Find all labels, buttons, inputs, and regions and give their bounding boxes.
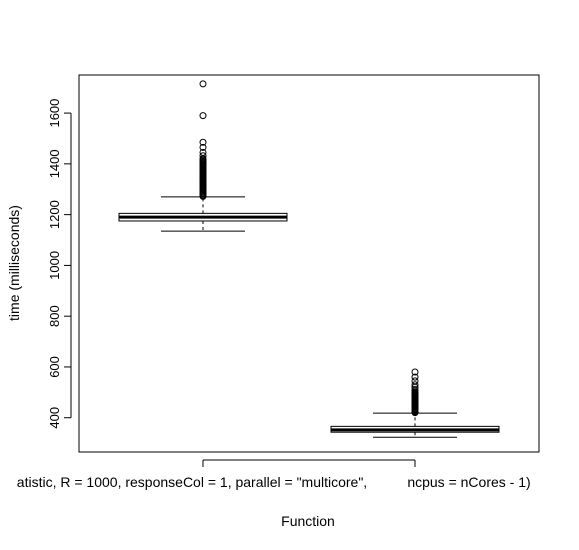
y-axis: 400 600 800 1000 1200 1400 1600: [47, 99, 72, 429]
box-group: [330, 368, 500, 438]
outlier-point: [199, 112, 207, 120]
outlier-point: [199, 80, 207, 88]
x-tick-label: atistic, R = 1000, responseCol = 1, para…: [17, 474, 367, 490]
y-axis-label: time (milliseconds): [6, 205, 22, 321]
y-tick-label: 1000: [47, 251, 62, 280]
outlier-point: [411, 377, 419, 385]
outlier-point: [199, 148, 207, 156]
y-tick-label: 400: [47, 407, 62, 429]
y-tick-label: 1200: [47, 200, 62, 229]
x-axis: atistic, R = 1000, responseCol = 1, para…: [17, 459, 531, 490]
y-tick-label: 1400: [47, 149, 62, 178]
outlier-point: [411, 373, 419, 381]
y-tick-label: 600: [47, 356, 62, 378]
outlier-point: [199, 152, 207, 160]
outlier-point: [411, 381, 419, 389]
y-tick-label: 800: [47, 305, 62, 327]
outlier-point: [199, 138, 207, 146]
box-group: [118, 80, 288, 232]
x-axis-label: Function: [281, 513, 335, 529]
boxes-group: [118, 80, 500, 438]
plot-area-frame: [78, 74, 540, 453]
outlier-point: [411, 368, 419, 376]
y-tick-label: 1600: [47, 99, 62, 128]
x-tick-label: ncpus = nCores - 1): [407, 474, 530, 490]
outlier-point: [199, 143, 207, 151]
outlier-point: [411, 385, 419, 393]
